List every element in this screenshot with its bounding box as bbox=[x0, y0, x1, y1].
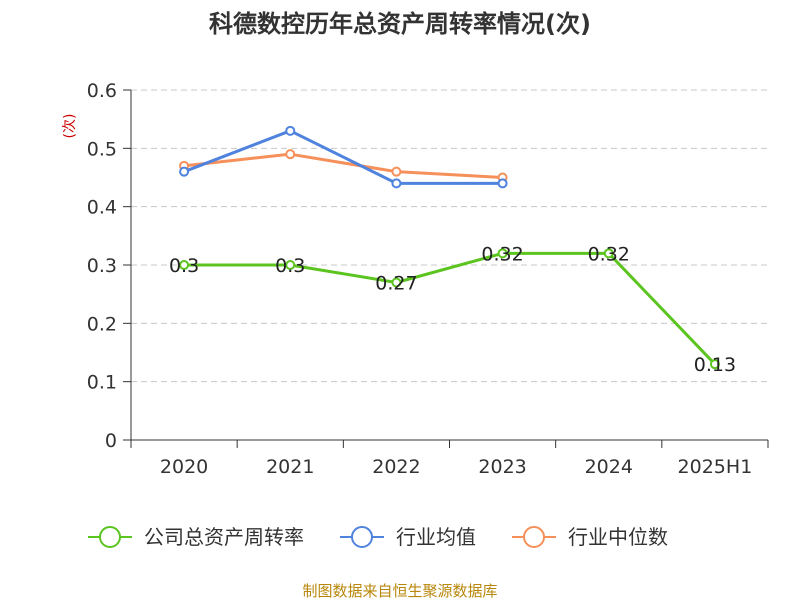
data-point bbox=[391, 178, 402, 189]
chart-title: 科德数控历年总资产周转率情况(次) bbox=[209, 10, 591, 38]
y-tick-label: 0.3 bbox=[87, 255, 117, 277]
data-label: 0.32 bbox=[588, 243, 630, 265]
series-lines bbox=[179, 125, 720, 370]
x-tick-label: 2021 bbox=[266, 456, 314, 478]
series-line bbox=[183, 152, 503, 179]
legend-marker bbox=[99, 526, 121, 548]
data-label: 0.32 bbox=[481, 243, 523, 265]
y-tick-label: 0.1 bbox=[87, 372, 117, 394]
grid-lines bbox=[131, 89, 768, 383]
data-point bbox=[391, 166, 402, 177]
x-tick-label: 2020 bbox=[160, 456, 208, 478]
data-label: 0.13 bbox=[694, 354, 736, 376]
data-labels: 0.3 0.3 0.27 0.32 0.32 0.13 bbox=[169, 243, 736, 376]
source-note: 制图数据来自恒生聚源数据库 bbox=[302, 582, 497, 600]
y-tick-label: 0.6 bbox=[87, 80, 117, 102]
y-tick-label: 0.4 bbox=[87, 197, 117, 219]
data-label: 0.27 bbox=[375, 273, 417, 295]
legend-marker bbox=[351, 526, 373, 548]
series-line bbox=[183, 129, 503, 185]
legend-label: 行业中位数 bbox=[568, 525, 668, 549]
x-tick-label: 2023 bbox=[478, 456, 526, 478]
axes: 0 0.1 0.2 0.3 0.4 0.5 0.6 2020 2021 2022 2023 2024 2… bbox=[87, 80, 769, 478]
legend: 公司总资产周转率 行业均值 行业中位数 bbox=[88, 525, 668, 549]
data-label: 0.3 bbox=[275, 255, 305, 277]
data-point bbox=[603, 248, 614, 259]
data-point bbox=[285, 125, 296, 136]
data-point bbox=[709, 359, 720, 370]
y-tick-label: 0.2 bbox=[87, 313, 117, 335]
data-point bbox=[391, 277, 402, 288]
x-tick-label: 2022 bbox=[372, 456, 420, 478]
data-point bbox=[285, 149, 296, 160]
data-point bbox=[179, 260, 190, 270]
x-tick-label: 2024 bbox=[585, 456, 633, 478]
series-line bbox=[184, 251, 717, 366]
data-point bbox=[285, 260, 296, 270]
y-axis-label: (次) bbox=[62, 114, 78, 139]
data-point bbox=[179, 166, 190, 177]
y-tick-label: 0 bbox=[105, 430, 117, 452]
data-label: 0.3 bbox=[169, 255, 199, 277]
legend-label: 公司总资产周转率 bbox=[144, 525, 304, 549]
legend-marker bbox=[523, 526, 545, 548]
x-tick-label: 2025H1 bbox=[678, 456, 753, 478]
y-tick-label: 0.5 bbox=[87, 138, 117, 160]
data-point bbox=[497, 178, 508, 189]
legend-label: 行业均值 bbox=[396, 525, 476, 549]
data-point bbox=[497, 248, 508, 259]
